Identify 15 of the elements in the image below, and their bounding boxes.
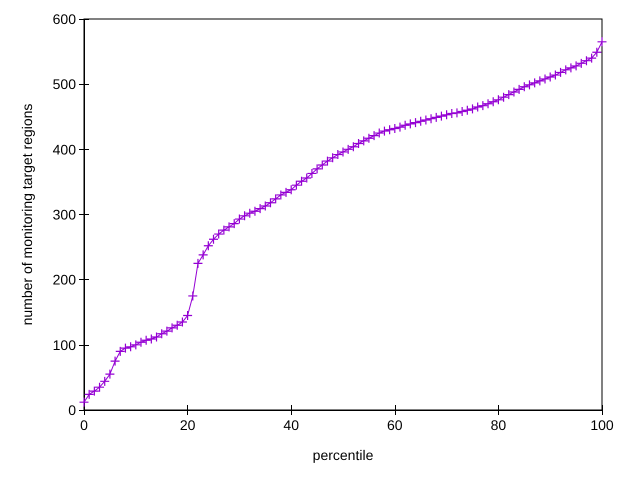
y-tick-label: 100 xyxy=(52,336,76,353)
x-tick-label: 40 xyxy=(283,417,300,433)
x-tick-label: 0 xyxy=(80,417,88,433)
y-tick-label: 600 xyxy=(52,11,76,27)
x-tick-label: 60 xyxy=(387,417,403,433)
x-axis-title: percentile xyxy=(312,447,374,463)
y-tick-label: 400 xyxy=(52,141,76,158)
y-tick-label: 200 xyxy=(52,272,76,288)
y-tick-label: 0 xyxy=(68,402,76,418)
y-tick-label: 300 xyxy=(52,206,76,222)
x-tick-label: 80 xyxy=(490,417,506,433)
y-tick-label: 500 xyxy=(52,76,76,92)
x-tick-label: 100 xyxy=(590,417,614,433)
y-axis-title: number of monitoring target regions xyxy=(19,104,35,326)
x-tick-label: 20 xyxy=(180,417,196,433)
